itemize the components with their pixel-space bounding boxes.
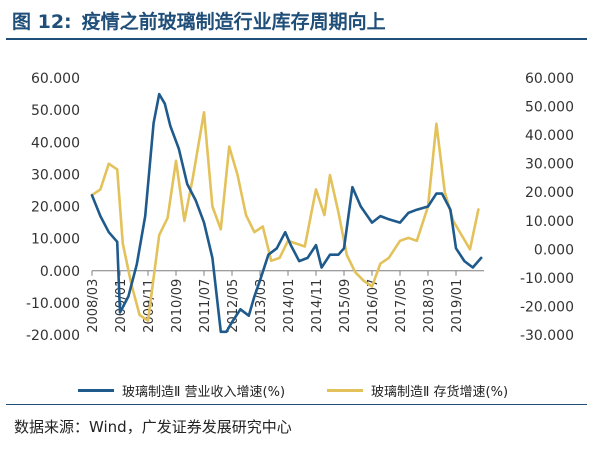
- x-tick-label-9: 2015/09: [338, 279, 353, 333]
- legend-label-revenue: 玻璃制造Ⅱ 营业收入增速(%): [122, 385, 286, 400]
- x-tick-label-0: 2008/03: [86, 279, 101, 333]
- title-divider: [6, 38, 587, 40]
- series-line-revenue: [90, 92, 483, 334]
- source-note: 数据来源：Wind，广发证券发展研究中心: [14, 418, 292, 436]
- legend-item-revenue: 玻璃制造Ⅱ 营业收入增速(%): [78, 381, 285, 400]
- y-right-tick-label-3: 0.000: [534, 242, 574, 258]
- x-tick-label-3: 2010/09: [170, 279, 185, 333]
- x-tick-label-11: 2017/05: [394, 279, 409, 333]
- y-right-tick-label-4: 10.000: [525, 214, 574, 230]
- y-right-tick-label-2: -10.000: [520, 271, 574, 287]
- x-tick-label-13: 2019/01: [450, 279, 465, 333]
- y-left-tick-label-2: 0.000: [40, 264, 80, 280]
- y-left-tick-label-6: 40.000: [31, 135, 80, 151]
- legend-swatch-revenue: [78, 389, 114, 392]
- y-left-tick-label-8: 60.000: [31, 71, 80, 87]
- x-tick-label-4: 2011/07: [198, 279, 213, 333]
- source-divider: [6, 404, 587, 405]
- y-left-tick-label-1: -10.000: [26, 296, 80, 312]
- y-right-tick-label-0: -30.000: [520, 328, 574, 344]
- series-line-inventory: [90, 111, 480, 323]
- x-tick-label-7: 2014/01: [282, 279, 297, 333]
- y-right-tick-label-5: 20.000: [525, 185, 574, 201]
- legend-swatch-inventory: [327, 389, 363, 392]
- line-chart: 2008/03 2009/01 2009/11 2010/09 2011/07 2012/…: [26, 71, 574, 344]
- y-left-tick-label-4: 20.000: [31, 200, 80, 216]
- y-left-tick-label-0: -20.000: [26, 328, 80, 344]
- x-tick-label-1: 2009/01: [114, 279, 129, 333]
- legend-item-inventory: 玻璃制造Ⅱ 存货增速(%): [327, 381, 508, 400]
- figure-title: 疫情之前玻璃制造行业库存周期向上: [81, 10, 386, 33]
- legend-label-inventory: 玻璃制造Ⅱ 存货增速(%): [371, 385, 509, 400]
- y-right-tick-label-6: 30.000: [525, 157, 574, 173]
- chart-legend: 玻璃制造Ⅱ 营业收入增速(%) 玻璃制造Ⅱ 存货增速(%): [0, 381, 593, 401]
- x-tick-label-5: 2012/05: [226, 279, 241, 333]
- y-left-tick-label-5: 30.000: [31, 167, 80, 183]
- y-right-tick-label-7: 40.000: [525, 128, 574, 144]
- y-right-tick-label-1: -20.000: [520, 299, 574, 315]
- y-right-tick-label-9: 60.000: [525, 71, 574, 87]
- y-right-tick-label-8: 50.000: [525, 100, 574, 116]
- x-tick-label-8: 2014/11: [310, 279, 325, 333]
- y-left-tick-label-3: 10.000: [31, 232, 80, 248]
- x-tick-label-10: 2016/07: [366, 279, 381, 333]
- figure-number: 图 12:: [12, 10, 72, 33]
- y-left-tick-label-7: 50.000: [31, 103, 80, 119]
- x-tick-label-6: 2013/03: [254, 279, 269, 333]
- figure-title-bar: 图 12: 疫情之前玻璃制造行业库存周期向上: [6, 4, 587, 36]
- x-tick-label-12: 2018/03: [422, 279, 437, 333]
